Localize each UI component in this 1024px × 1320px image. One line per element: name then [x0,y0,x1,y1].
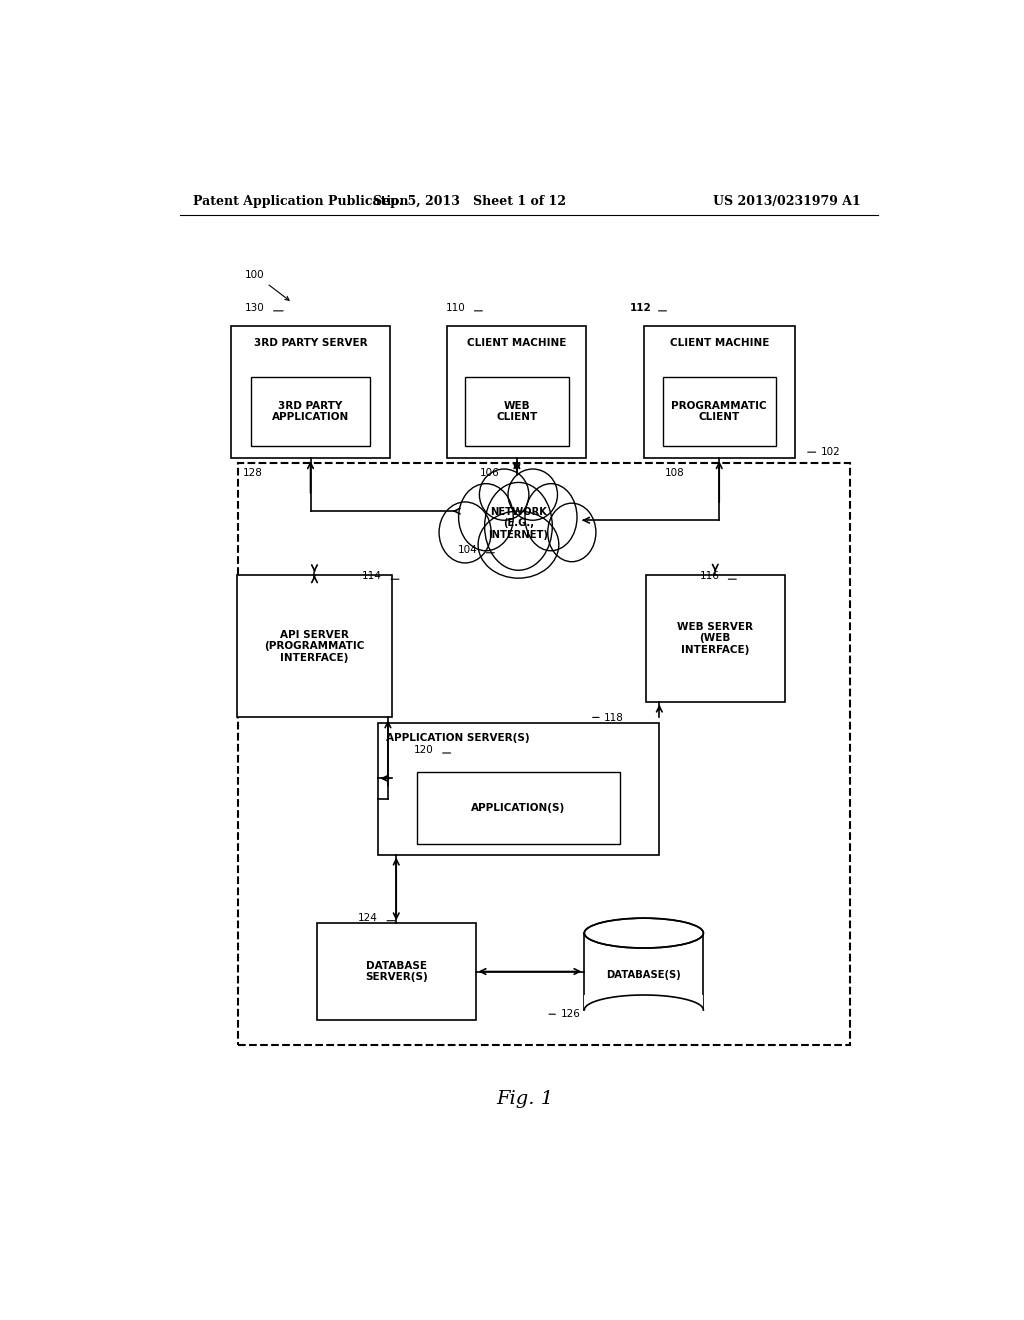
FancyBboxPatch shape [417,772,620,845]
FancyBboxPatch shape [251,378,370,446]
Text: 104: 104 [458,545,477,554]
Text: WEB SERVER
(WEB
INTERFACE): WEB SERVER (WEB INTERFACE) [677,622,754,655]
Text: Patent Application Publication: Patent Application Publication [194,194,409,207]
Text: 112: 112 [630,302,651,313]
Text: 114: 114 [362,572,382,581]
FancyBboxPatch shape [378,722,659,854]
Text: 120: 120 [414,744,433,755]
Ellipse shape [508,469,557,520]
Text: CLIENT MACHINE: CLIENT MACHINE [467,338,566,348]
FancyBboxPatch shape [238,576,392,718]
FancyBboxPatch shape [644,326,795,458]
FancyBboxPatch shape [646,574,784,702]
Ellipse shape [484,482,552,570]
Ellipse shape [478,511,559,578]
Ellipse shape [439,502,492,562]
Text: APPLICATION SERVER(S): APPLICATION SERVER(S) [385,733,529,743]
Text: API SERVER
(PROGRAMMATIC
INTERFACE): API SERVER (PROGRAMMATIC INTERFACE) [264,630,365,663]
Ellipse shape [459,483,513,550]
Text: DATABASE(S): DATABASE(S) [606,969,681,979]
Text: DATABASE
SERVER(S): DATABASE SERVER(S) [365,961,428,982]
Text: 116: 116 [699,572,719,581]
FancyBboxPatch shape [316,923,475,1020]
Text: 126: 126 [560,1010,581,1019]
Text: 130: 130 [245,302,264,313]
Text: APPLICATION(S): APPLICATION(S) [471,803,565,813]
Ellipse shape [525,483,577,550]
Text: 3RD PARTY SERVER: 3RD PARTY SERVER [254,338,368,348]
Text: US 2013/0231979 A1: US 2013/0231979 A1 [713,194,860,207]
Text: 124: 124 [358,912,378,923]
FancyBboxPatch shape [585,995,703,1024]
Text: NETWORK
(E.G.,
INTERNET): NETWORK (E.G., INTERNET) [488,507,549,540]
Ellipse shape [585,919,702,946]
Ellipse shape [585,919,703,948]
Text: 3RD PARTY
APPLICATION: 3RD PARTY APPLICATION [272,401,349,422]
Text: Sep. 5, 2013   Sheet 1 of 12: Sep. 5, 2013 Sheet 1 of 12 [373,194,565,207]
FancyBboxPatch shape [447,326,587,458]
FancyBboxPatch shape [465,378,569,446]
Text: PROGRAMMATIC
CLIENT: PROGRAMMATIC CLIENT [672,401,767,422]
Text: 118: 118 [604,713,624,722]
Text: 108: 108 [666,467,685,478]
Text: 110: 110 [445,302,465,313]
Text: Fig. 1: Fig. 1 [497,1089,553,1107]
Text: WEB
CLIENT: WEB CLIENT [497,401,538,422]
Text: 100: 100 [245,271,264,280]
Text: 128: 128 [243,467,263,478]
FancyBboxPatch shape [663,378,776,446]
Ellipse shape [548,503,596,562]
FancyBboxPatch shape [231,326,390,458]
Text: CLIENT MACHINE: CLIENT MACHINE [670,338,769,348]
Text: 106: 106 [479,467,500,478]
Text: 102: 102 [821,447,841,457]
Ellipse shape [479,469,528,520]
